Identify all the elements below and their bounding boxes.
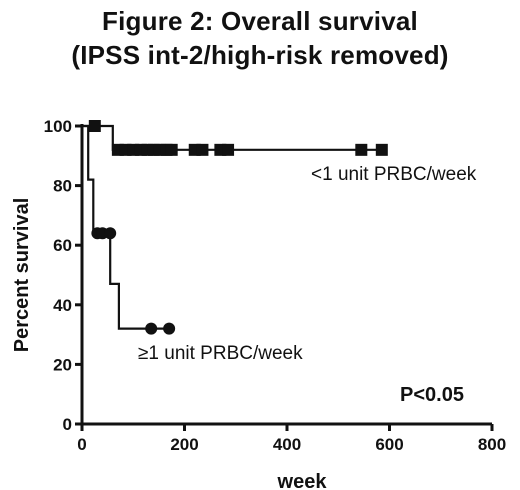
- censor-mark-circle: [163, 322, 176, 335]
- y-tick-label: 0: [63, 415, 72, 434]
- censor-mark-square: [222, 143, 235, 156]
- x-tick-label: 800: [478, 435, 506, 454]
- y-tick-label: 40: [53, 296, 72, 315]
- x-tick-label: 0: [77, 435, 86, 454]
- chart-title: Figure 2: Overall survival: [102, 6, 418, 36]
- axes: 0 20 40 60 80 100 0 200 400 600 800: [44, 117, 507, 454]
- censor-mark-circle: [104, 227, 117, 240]
- p-value-annotation: P<0.05: [400, 384, 464, 406]
- x-tick-label: 600: [375, 435, 403, 454]
- y-tick-label: 80: [53, 177, 72, 196]
- x-axis-title: week: [277, 471, 328, 490]
- censor-mark-square: [88, 120, 101, 132]
- censor-mark-circle: [145, 322, 158, 335]
- x-tick-label: 400: [273, 435, 301, 454]
- censor-mark-square: [355, 143, 368, 156]
- y-axis-title: Percent survival: [11, 198, 33, 353]
- survival-curve-high-transfusion: [82, 124, 170, 330]
- y-tick-label: 100: [44, 117, 72, 136]
- censor-mark-square: [196, 143, 209, 156]
- y-tick-label: 20: [53, 355, 72, 374]
- y-tick-label: 60: [53, 236, 72, 255]
- chart-subtitle: (IPSS int-2/high-risk removed): [71, 40, 449, 70]
- series-group: [82, 120, 388, 335]
- censor-mark-square: [165, 143, 178, 156]
- series-label-low-transfusion: <1 unit PRBC/week: [311, 164, 477, 185]
- x-tick-label: 200: [170, 435, 198, 454]
- series-label-high-transfusion: ≥1 unit PRBC/week: [138, 343, 303, 364]
- censor-mark-square: [375, 143, 388, 156]
